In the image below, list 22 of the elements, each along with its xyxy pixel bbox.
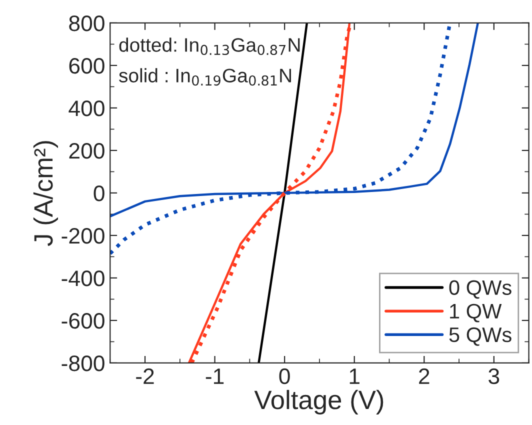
y-tick-label: 200 [69,142,104,159]
annotation: solid : In$_{0.19}$Ga$_{0.81}$N [119,68,291,86]
y-tick-label: 800 [69,15,104,32]
y-tick-label: 400 [68,100,104,116]
x-tick-label: 2 [419,368,430,384]
legend-label: 0 QWs [449,280,512,299]
x-axis-title: Voltage (V) [254,390,384,415]
y-tick-label: -600 [62,312,104,329]
legend-label: 5 QWs [449,327,512,346]
legend-label: 1 QW [450,304,502,322]
y-tick-label: -200 [62,228,104,244]
x-tick-label: -1 [206,368,224,384]
x-tick-label: -2 [136,368,154,384]
y-axis-title: J (A/cm²) [33,141,58,246]
x-tick-label: 0 [279,368,290,384]
annotation: dotted: In$_{0.13}$Ga$_{0.87}$N [119,38,300,56]
y-tick-label: -800 [62,355,104,372]
x-tick-label: 3 [488,368,500,384]
y-tick-label: 600 [69,58,104,74]
x-tick-label: 1 [350,368,360,384]
y-tick-label: -400 [62,270,104,286]
y-tick-label: 0 [94,185,104,202]
